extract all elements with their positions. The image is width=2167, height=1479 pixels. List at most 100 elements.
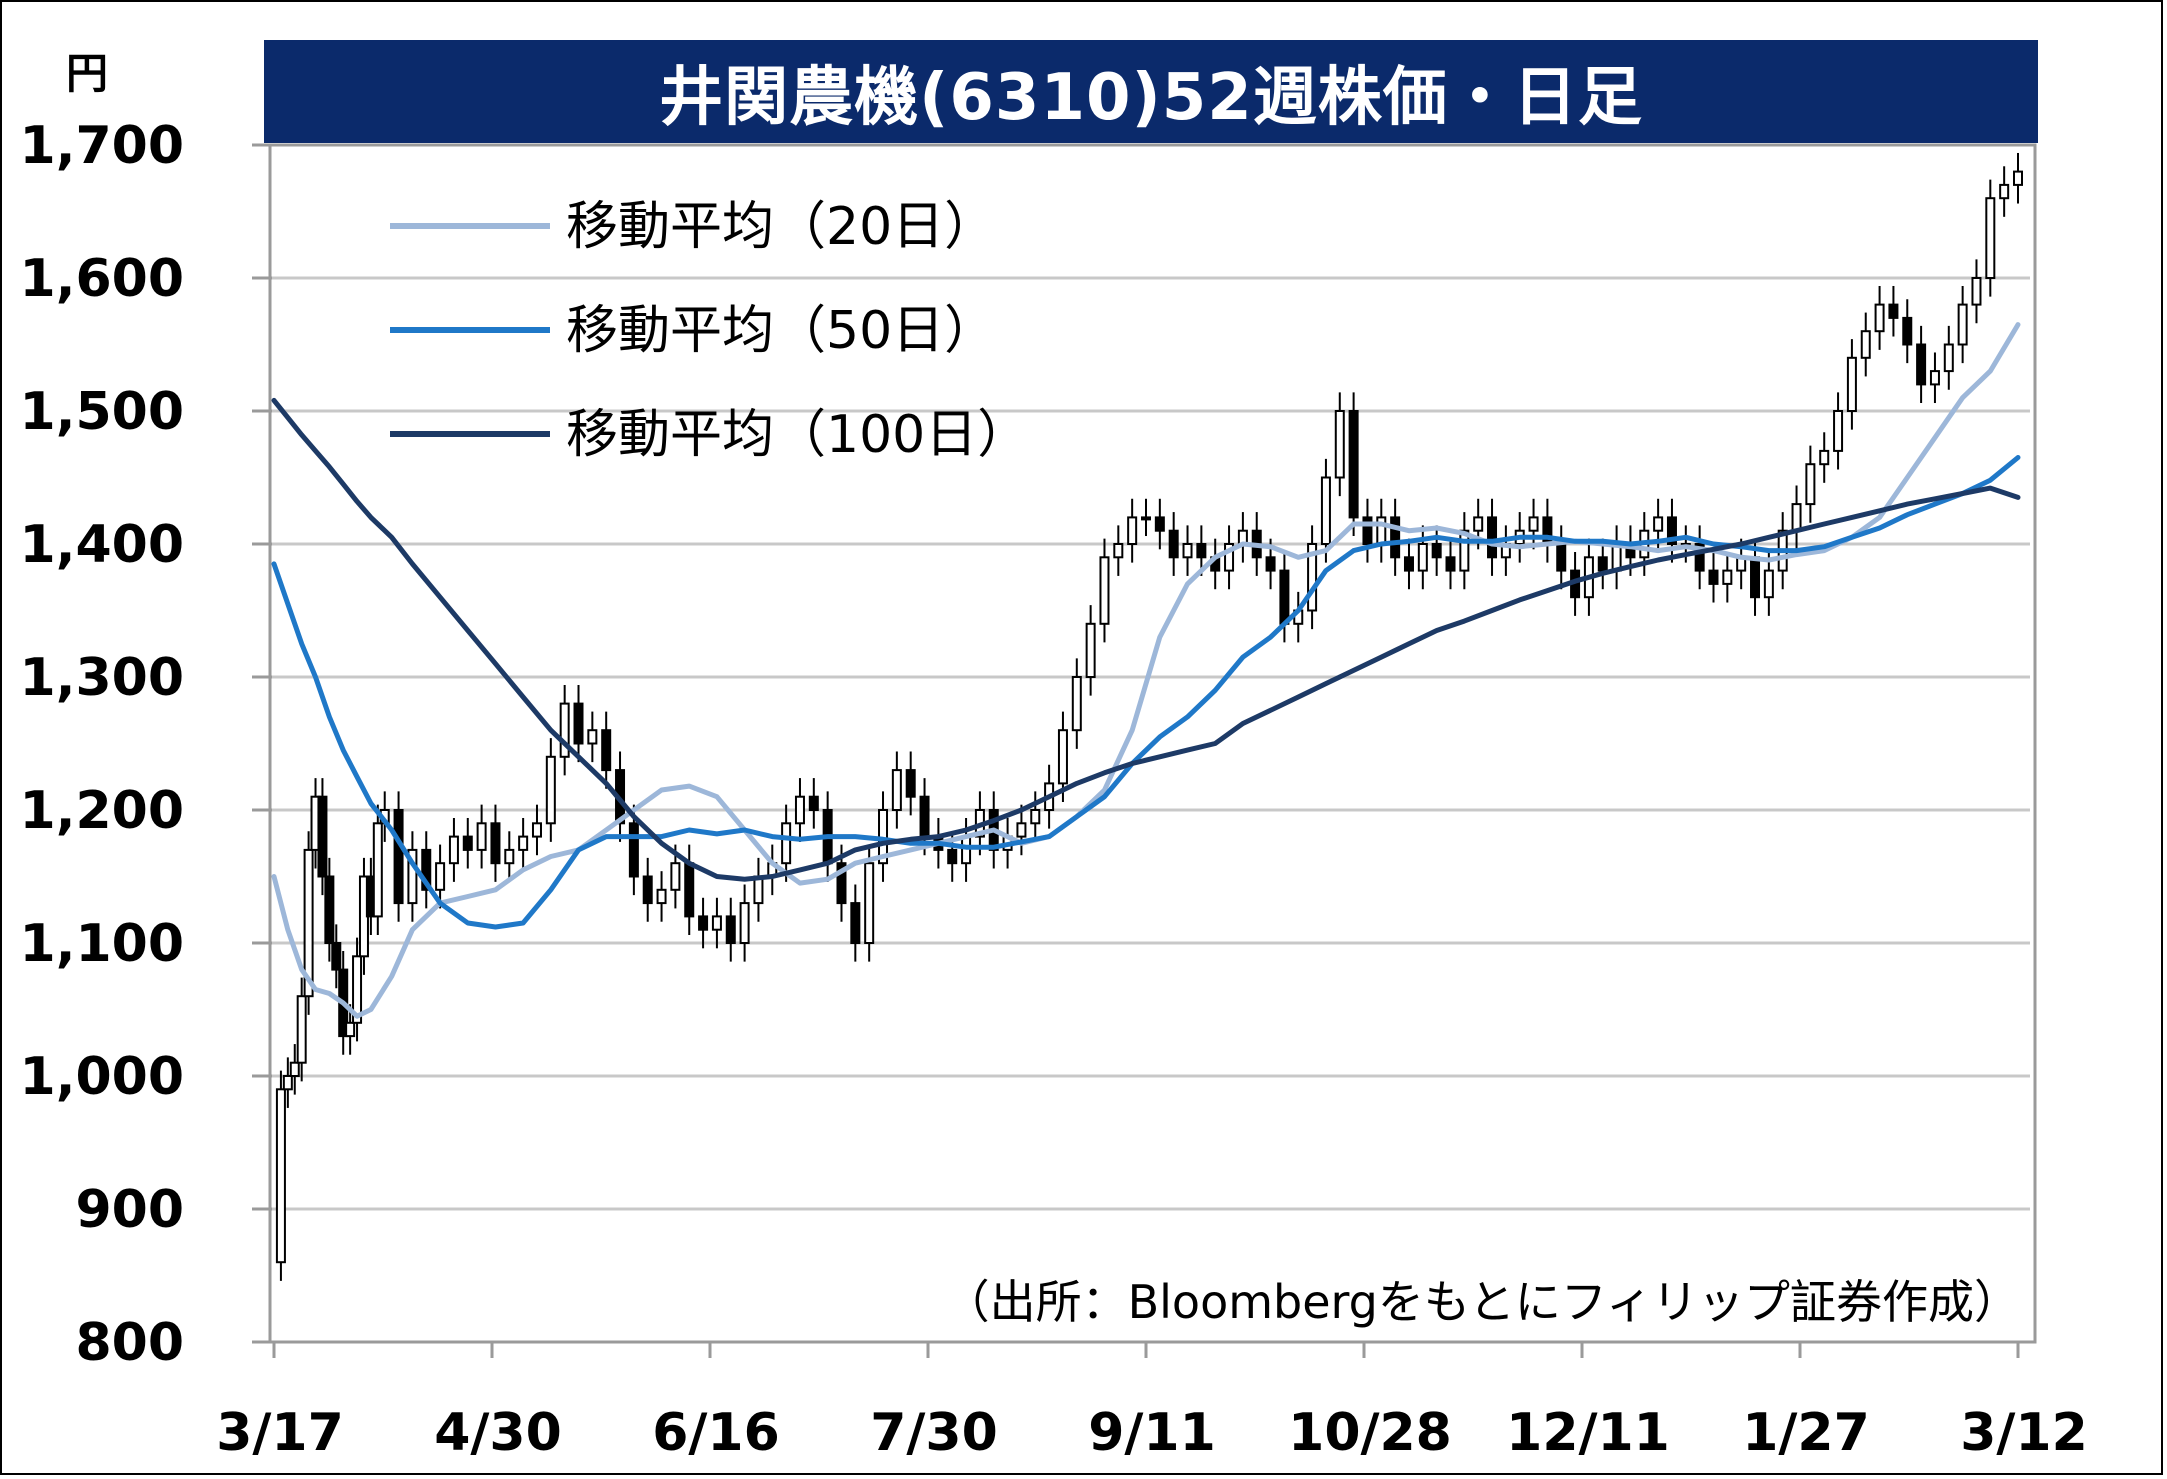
candle-body [1362, 516, 1373, 546]
legend: 移動平均（20日） 移動平均（50日） 移動平均（100日） [390, 197, 1029, 465]
candle-body [739, 902, 750, 944]
candle-body [628, 822, 639, 878]
moving-average-lines [271, 322, 2021, 1019]
candle-body [1750, 556, 1761, 599]
candle-body [1874, 303, 1885, 333]
candle-body [1224, 543, 1235, 572]
candle-body [684, 862, 695, 918]
legend-label: 移動平均（20日） [566, 197, 996, 257]
ma20-line [271, 322, 2021, 1019]
candle-body [850, 902, 861, 944]
y-tick-label: 1,700 [20, 116, 184, 176]
candle-body [1403, 556, 1414, 572]
candle-body [1376, 516, 1387, 546]
source-note: （出所：Bloombergをもとにフィリップ証券作成） [944, 1275, 2020, 1329]
y-tick-label: 1,300 [20, 648, 184, 708]
x-tick-label: 3/12 [1960, 1403, 2088, 1463]
candle-body [864, 862, 875, 945]
candle-body [1902, 316, 1913, 346]
candle-body [891, 769, 902, 811]
candle-body [794, 795, 805, 825]
candle-body [1431, 543, 1442, 559]
y-tick-label: 1,000 [20, 1047, 184, 1107]
candle-body [1985, 197, 1996, 279]
y-axis-ticks: 800 900 1,000 1,100 1,200 1,300 1,400 1,500 1,60… [20, 116, 272, 1373]
candle-body [711, 915, 722, 931]
candle-body [1334, 410, 1345, 479]
candle-body [1722, 569, 1733, 585]
candle-body [642, 875, 653, 905]
y-tick-label: 1,500 [20, 382, 184, 442]
candle-body [1763, 569, 1774, 599]
candle-body [1916, 343, 1927, 386]
candle-body [1833, 410, 1844, 452]
candle-body [1666, 516, 1677, 546]
candle-body [808, 795, 819, 812]
candle-body [504, 848, 515, 865]
ma100-line [271, 397, 2021, 882]
chart-title: 井関農機(6310)52週株価・日足 [264, 40, 2038, 143]
x-tick-label: 6/16 [652, 1403, 780, 1463]
candle-body [601, 729, 612, 772]
y-tick-label: 900 [75, 1180, 184, 1240]
y-tick-label: 1,200 [20, 781, 184, 841]
candle-body [905, 769, 916, 798]
candle-body [573, 702, 584, 745]
candle-body [1279, 569, 1290, 625]
candle-body [670, 862, 681, 891]
candle-body [656, 888, 667, 905]
candle-body [282, 1075, 293, 1091]
candle-body [1929, 370, 1940, 386]
candle-body [531, 822, 542, 838]
candle-body [421, 848, 432, 891]
candle-body [1099, 556, 1110, 625]
candle-body [462, 835, 473, 851]
candle-body [476, 822, 487, 851]
x-tick-label: 9/11 [1088, 1403, 1216, 1463]
x-tick-label: 12/11 [1506, 1403, 1670, 1463]
x-tick-label: 7/30 [870, 1403, 998, 1463]
candle-body [393, 809, 404, 905]
candle-body [317, 795, 328, 878]
candle-body [1085, 622, 1096, 678]
y-tick-label: 1,400 [20, 515, 184, 575]
candle-body [324, 875, 335, 944]
candle-body [303, 848, 314, 998]
candle-body [2013, 170, 2023, 186]
candle-body [559, 702, 570, 758]
candle-body [372, 822, 383, 918]
candle-body [1528, 516, 1539, 532]
candle-body [1694, 543, 1705, 572]
candle-body [490, 822, 501, 865]
candle-body [331, 942, 342, 971]
candle-body [1141, 516, 1151, 521]
legend-label: 移動平均（100日） [566, 405, 1029, 465]
x-axis-ticks: 3/17 4/30 6/16 7/30 9/11 10/28 12/11 1/27 3/12 [216, 1342, 2088, 1463]
candle-body [1168, 529, 1179, 559]
candle-body [1390, 516, 1401, 559]
candle-body [1127, 516, 1138, 546]
x-tick-label: 3/17 [216, 1403, 344, 1463]
legend-label: 移動平均（50日） [566, 301, 996, 361]
candle-body [289, 1061, 300, 1077]
candle-body [1071, 676, 1082, 732]
candle-body [1154, 516, 1165, 532]
ma50-line [271, 455, 2021, 930]
candle-body [1653, 516, 1664, 532]
candle-body [1265, 556, 1276, 572]
candle-body [1971, 277, 1982, 306]
x-tick-label: 10/28 [1288, 1403, 1452, 1463]
candle-body [448, 835, 459, 865]
candle-body [345, 1021, 356, 1038]
candle-body [407, 848, 418, 905]
candle-body [1320, 476, 1331, 545]
candle-body [1708, 569, 1719, 585]
candle-body [1348, 410, 1359, 519]
candle-body [518, 835, 529, 851]
candle-body [1459, 529, 1470, 572]
x-tick-label: 1/27 [1742, 1403, 1870, 1463]
y-axis-unit: 円 [66, 49, 109, 98]
candle-body [947, 848, 958, 865]
candle-body [1943, 343, 1954, 373]
candle-body [275, 1088, 286, 1264]
